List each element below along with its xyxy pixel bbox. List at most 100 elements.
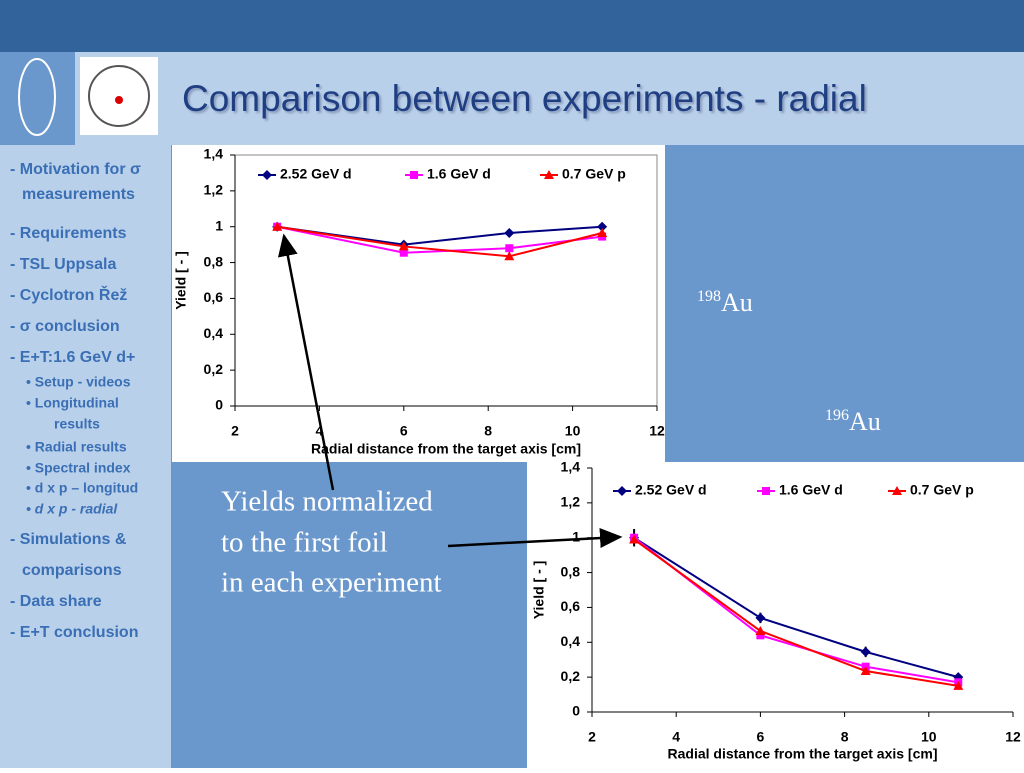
sidebar-item: - TSL Uppsala <box>10 256 116 273</box>
y-tick-label: 1,2 <box>204 182 224 198</box>
legend-marker <box>262 170 272 180</box>
arrow <box>277 233 335 491</box>
y-tick-label: 0,6 <box>204 289 224 305</box>
x-tick-label: 10 <box>565 423 581 439</box>
sidebar-item: - E+T conclusion <box>10 624 138 641</box>
marker <box>755 625 766 635</box>
sidebar-item: - Motivation for σ <box>10 161 141 178</box>
logo <box>18 58 56 136</box>
legend-marker <box>410 171 418 179</box>
y-axis-title: Yield [ - ] <box>531 561 547 620</box>
isotope-label: 196Au <box>825 407 881 436</box>
sidebar-item: • Spectral index <box>26 460 131 476</box>
x-tick-label: 2 <box>588 729 596 745</box>
sidebar-item: results <box>54 416 100 432</box>
chart-box <box>527 462 1024 768</box>
x-tick-label: 12 <box>649 423 665 439</box>
y-tick-label: 1 <box>572 528 580 544</box>
x-tick-label: 10 <box>921 729 937 745</box>
x-tick-label: 8 <box>841 729 849 745</box>
sidebar-item: - Simulations & <box>10 531 127 548</box>
note-line: in each experiment <box>221 567 442 599</box>
marker <box>755 612 766 623</box>
y-tick-label: 1,2 <box>561 494 581 510</box>
sidebar-item: - Data share <box>10 593 102 610</box>
mass-number: 196 <box>825 407 849 424</box>
legend-label: 0.7 GeV p <box>562 166 626 182</box>
x-tick-label: 6 <box>400 423 408 439</box>
marker <box>629 534 640 544</box>
slide-title: Comparison between experiments - radial <box>182 78 867 119</box>
legend-label: 1.6 GeV d <box>779 482 843 498</box>
mass-number: 198 <box>697 288 721 305</box>
y-tick-label: 0,8 <box>204 253 224 269</box>
isotope-label: 198Au <box>697 288 753 317</box>
marker <box>597 227 608 237</box>
y-tick-label: 0,2 <box>561 668 581 684</box>
sidebar-item: - E+T:1.6 GeV d+ <box>10 349 135 366</box>
marker <box>860 646 871 657</box>
legend-label: 2.52 GeV d <box>280 166 352 182</box>
note-line: Yields normalized <box>221 486 433 518</box>
logo <box>115 96 123 104</box>
legend-label: 0.7 GeV p <box>910 482 974 498</box>
sidebar-item: • Setup - videos <box>26 374 131 390</box>
y-tick-label: 1,4 <box>204 146 224 162</box>
sidebar-item: • d x p - radial <box>26 501 118 517</box>
marker <box>399 248 408 257</box>
logo <box>88 65 150 127</box>
sidebar-item: - Cyclotron Řež <box>10 285 127 304</box>
series-line <box>277 225 603 258</box>
y-tick-label: 0,4 <box>204 325 224 341</box>
x-tick-label: 4 <box>672 729 680 745</box>
sidebar-item: • d x p – longitud <box>26 480 138 496</box>
arrow <box>447 528 623 549</box>
x-tick-label: 2 <box>231 423 239 439</box>
element: Au <box>721 288 753 317</box>
legend-label: 2.52 GeV d <box>635 482 707 498</box>
marker <box>504 251 515 261</box>
marker <box>597 221 608 232</box>
sidebar-item: • Longitudinal <box>26 395 119 411</box>
y-axis-title: Yield [ - ] <box>173 251 189 310</box>
legend-marker <box>617 486 627 496</box>
marker <box>504 227 515 238</box>
sidebar <box>0 145 171 768</box>
marker <box>953 680 964 690</box>
y-tick-label: 0,6 <box>561 598 581 614</box>
y-tick-label: 1,4 <box>561 459 581 475</box>
sidebar-item: - σ conclusion <box>10 318 120 335</box>
chart-box <box>172 145 665 462</box>
marker <box>505 244 514 253</box>
sidebar-item: comparisons <box>22 562 122 579</box>
legend-label: 1.6 GeV d <box>427 166 491 182</box>
legend-marker <box>544 170 554 179</box>
header-band <box>0 52 1024 145</box>
y-tick-label: 1 <box>215 217 223 233</box>
y-tick-label: 0,8 <box>561 563 581 579</box>
series-line <box>633 538 959 687</box>
x-axis-title: Radial distance from the target axis [cm… <box>311 441 581 457</box>
note-line: to the first foil <box>221 527 388 559</box>
sidebar-item: - Requirements <box>10 225 127 242</box>
y-tick-label: 0,4 <box>561 633 581 649</box>
legend-marker <box>892 486 902 495</box>
y-tick-label: 0 <box>215 397 223 413</box>
x-tick-label: 12 <box>1005 729 1021 745</box>
y-tick-label: 0,2 <box>204 361 224 377</box>
x-tick-label: 6 <box>757 729 765 745</box>
x-tick-label: 4 <box>316 423 324 439</box>
top-band <box>0 0 1024 52</box>
sidebar-item: • Radial results <box>26 439 127 455</box>
x-tick-label: 8 <box>484 423 492 439</box>
marker <box>398 241 409 251</box>
marker <box>756 631 765 640</box>
series-line <box>633 536 959 679</box>
sidebar-item: measurements <box>22 186 135 203</box>
legend-marker <box>762 487 770 495</box>
marker <box>272 221 283 231</box>
logo-bg <box>0 52 75 145</box>
y-tick-label: 0 <box>572 703 580 719</box>
